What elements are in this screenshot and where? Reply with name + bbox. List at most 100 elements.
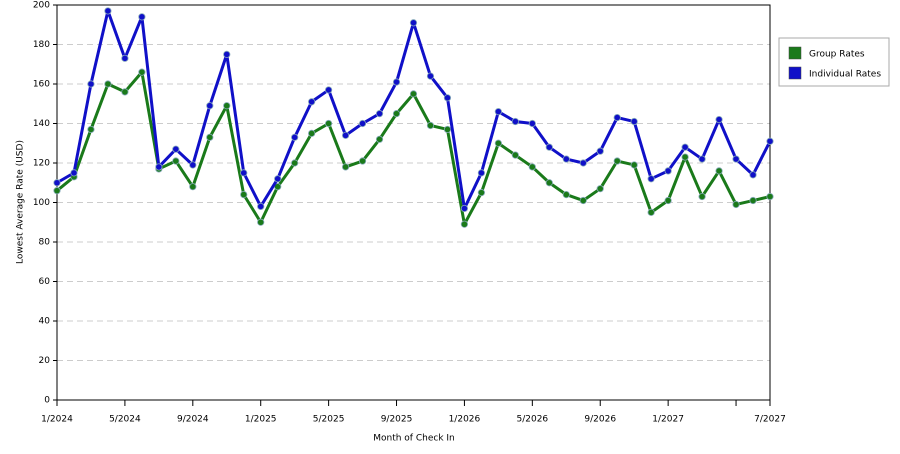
- data-point: [681, 153, 689, 161]
- data-point: [409, 90, 418, 98]
- data-point: [426, 121, 435, 130]
- data-point: [341, 131, 350, 139]
- legend-label: Group Rates: [809, 50, 865, 60]
- x-tick-label: 1/2026: [449, 415, 481, 425]
- plot-frame: [56, 4, 771, 401]
- data-point: [511, 151, 519, 159]
- data-point: [189, 161, 197, 169]
- data-point: [596, 185, 604, 193]
- data-point: [613, 157, 621, 165]
- data-point: [681, 143, 689, 151]
- data-point: [53, 179, 61, 187]
- data-point: [392, 78, 401, 86]
- data-point: [715, 167, 723, 175]
- x-tick-label: 5/2025: [313, 415, 345, 425]
- data-point: [528, 119, 536, 128]
- data-point: [257, 218, 265, 226]
- y-tick-label: 20: [39, 356, 51, 366]
- x-tick-label: 7/2027: [754, 415, 786, 425]
- data-point: [443, 125, 452, 134]
- legend-swatch: [788, 66, 802, 80]
- data-point: [138, 13, 146, 21]
- x-tick-label: 1/2027: [652, 415, 684, 425]
- data-point: [138, 68, 146, 76]
- data-point: [715, 115, 723, 124]
- y-tick-label: 60: [39, 277, 51, 287]
- data-point: [291, 159, 299, 167]
- data-point: [613, 113, 621, 122]
- data-point: [732, 155, 740, 163]
- data-point: [341, 163, 350, 171]
- x-tick-label: 9/2026: [584, 415, 616, 425]
- data-point: [545, 179, 553, 187]
- data-point: [766, 137, 774, 145]
- data-point: [325, 86, 333, 94]
- data-point: [121, 88, 129, 96]
- data-point: [698, 192, 706, 201]
- data-point: [240, 169, 248, 177]
- data-point: [358, 157, 367, 165]
- data-point: [664, 196, 672, 205]
- y-tick-label: 0: [44, 396, 50, 406]
- data-point: [460, 204, 469, 213]
- x-tick-label: 9/2025: [381, 415, 413, 425]
- data-point: [121, 54, 129, 62]
- data-point: [460, 220, 469, 228]
- data-point: [87, 80, 95, 88]
- data-point: [562, 155, 570, 163]
- data-point: [494, 139, 502, 147]
- data-point: [53, 187, 61, 195]
- y-tick-label: 120: [33, 159, 50, 169]
- y-tick-label: 200: [33, 1, 50, 11]
- y-tick-label: 180: [33, 40, 50, 50]
- data-point: [596, 147, 604, 155]
- data-point: [87, 125, 95, 134]
- data-point: [274, 175, 282, 183]
- data-point: [392, 110, 401, 118]
- y-tick-label: 80: [39, 238, 51, 248]
- data-point: [308, 129, 316, 137]
- data-point: [70, 169, 78, 177]
- y-tick-label: 140: [33, 119, 50, 129]
- data-point: [189, 183, 197, 191]
- data-point: [375, 110, 384, 118]
- data-point: [206, 133, 214, 141]
- data-point: [358, 119, 367, 128]
- series-line: [56, 9, 772, 210]
- data-point: [104, 7, 112, 15]
- data-point: [155, 163, 163, 171]
- x-tick-label: 1/2024: [41, 415, 73, 425]
- data-point: [749, 171, 757, 179]
- data-point: [494, 108, 502, 116]
- data-point: [698, 155, 706, 163]
- x-tick-label: 5/2024: [109, 415, 141, 425]
- data-point: [562, 191, 570, 199]
- data-point: [477, 169, 486, 177]
- data-point: [766, 192, 774, 201]
- data-point: [630, 161, 638, 169]
- data-point: [240, 191, 248, 199]
- data-point: [206, 102, 214, 110]
- data-point: [664, 167, 672, 175]
- data-point: [732, 200, 740, 209]
- x-axis-title: Month of Check In: [373, 434, 455, 444]
- data-point: [172, 157, 180, 165]
- y-tick-label: 160: [33, 80, 50, 90]
- data-point: [579, 196, 587, 205]
- data-point: [257, 202, 265, 211]
- data-point: [375, 135, 384, 143]
- x-tick-label: 5/2026: [516, 415, 548, 425]
- x-tick-label: 9/2024: [177, 415, 209, 425]
- data-point: [647, 175, 655, 183]
- data-point: [579, 159, 587, 167]
- y-tick-label: 40: [39, 317, 51, 327]
- data-point: [291, 133, 299, 141]
- data-point: [104, 80, 112, 88]
- y-axis-title: Lowest Average Rate (USD): [16, 140, 26, 264]
- legend-label: Individual Rates: [809, 70, 881, 80]
- legend-swatch: [788, 46, 802, 60]
- data-point: [172, 145, 180, 153]
- data-point: [443, 94, 452, 102]
- data-point: [630, 117, 638, 126]
